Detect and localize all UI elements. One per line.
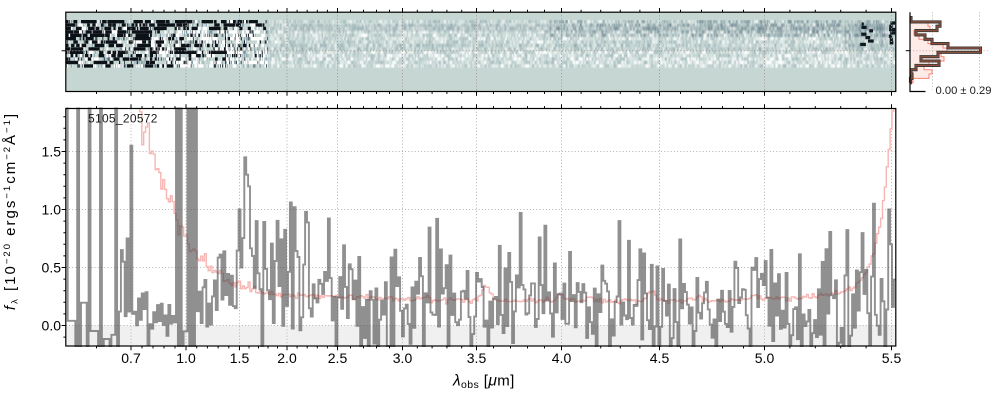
svg-text:5105_20572: 5105_20572 — [88, 112, 158, 126]
svg-text:1.5: 1.5 — [42, 144, 62, 160]
svg-text:1.0: 1.0 — [176, 350, 196, 366]
svg-text:3.0: 3.0 — [393, 350, 413, 366]
svg-text:fλ [10−20 ergs−1cm−2Å−1]: fλ [10−20 ergs−1cm−2Å−1] — [2, 112, 21, 310]
svg-text:4.5: 4.5 — [650, 350, 670, 366]
svg-text:0.7: 0.7 — [121, 350, 141, 366]
svg-text:0.00 ± 0.29: 0.00 ± 0.29 — [936, 85, 992, 97]
svg-text:2.5: 2.5 — [328, 350, 348, 366]
svg-text:λobs [μm]: λobs [μm] — [452, 373, 515, 392]
svg-text:0.0: 0.0 — [42, 318, 62, 334]
svg-text:5.0: 5.0 — [755, 350, 775, 366]
svg-text:5.5: 5.5 — [882, 350, 902, 366]
svg-text:1.0: 1.0 — [42, 202, 62, 218]
svg-text:2.0: 2.0 — [277, 350, 297, 366]
svg-text:4.0: 4.0 — [552, 350, 572, 366]
svg-text:3.5: 3.5 — [467, 350, 487, 366]
svg-text:0.5: 0.5 — [42, 260, 62, 276]
svg-text:1.5: 1.5 — [230, 350, 250, 366]
